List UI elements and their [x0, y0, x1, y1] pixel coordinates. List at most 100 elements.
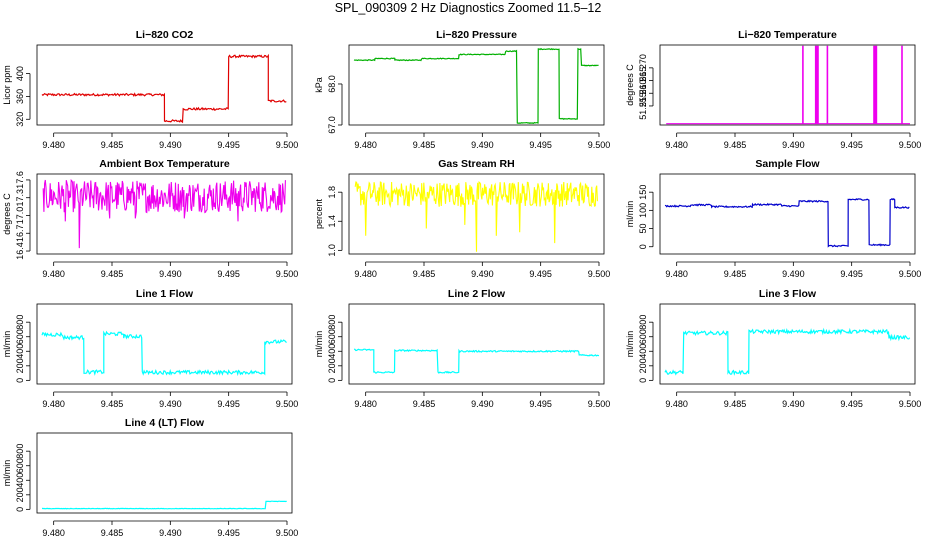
y-axis-label: ml/min — [314, 331, 324, 358]
y-axis-label: ml/min — [2, 460, 12, 487]
x-tick-label: 9.490 — [471, 140, 494, 150]
data-series-line — [42, 179, 286, 249]
data-series-line — [41, 500, 287, 510]
chart-panel-2: Li−820 Pressure 9.480 9.485 9.490 9.495 9.500… — [314, 29, 610, 150]
plot-frame — [659, 173, 916, 255]
chart-panel-8: Line 2 Flow 9.480 9.485 9.490 9.495 9.500 0 200… — [314, 288, 610, 409]
chart-panel-3: Li−820 Temperature 9.480 9.485 9.490 9.495 9.… — [625, 29, 921, 150]
x-tick-label: 9.490 — [471, 399, 494, 409]
y-tick-label: 17.0 — [15, 207, 25, 225]
plot-frame — [36, 303, 293, 385]
y-tick-label: 800 — [638, 315, 648, 330]
y-tick-label: 17.3 — [15, 189, 25, 207]
x-tick-label: 9.500 — [276, 269, 299, 279]
y-tick-label: 67.0 — [327, 116, 337, 134]
x-tick-label: 9.485 — [101, 140, 124, 150]
y-tick-label: 400 — [15, 473, 25, 488]
y-axis-label: degrees C — [625, 64, 635, 106]
chart-title: Li−820 Temperature — [738, 29, 837, 41]
plot-frame — [36, 173, 293, 255]
x-tick-label: 9.485 — [101, 269, 124, 279]
y-axis-label: ml/min — [625, 331, 635, 358]
chart-panel-6: Sample Flow 9.480 9.485 9.490 9.495 9.500 0 50 1… — [625, 158, 921, 279]
x-tick-label: 9.485 — [413, 269, 436, 279]
y-tick-label: 68.0 — [327, 75, 337, 93]
x-tick-label: 9.495 — [529, 399, 552, 409]
x-tick-label: 9.485 — [101, 399, 124, 409]
y-tick-label: 400 — [638, 344, 648, 359]
y-axis-label: ml/min — [625, 201, 635, 228]
y-tick-label: 360 — [15, 89, 25, 104]
chart-title: Line 3 Flow — [759, 288, 817, 300]
y-axis-label: percent — [314, 198, 324, 229]
x-tick-label: 9.480 — [354, 140, 377, 150]
y-tick-label: 150 — [638, 185, 648, 200]
data-series-line — [353, 47, 599, 124]
plot-frame — [348, 173, 605, 255]
x-tick-label: 9.490 — [159, 399, 182, 409]
y-tick-label: 0 — [638, 378, 648, 383]
x-tick-label: 9.495 — [529, 269, 552, 279]
data-series-line — [41, 53, 287, 124]
x-tick-label: 9.500 — [899, 269, 922, 279]
chart-title: Line 4 (LT) Flow — [125, 417, 205, 429]
plot-frame — [659, 303, 916, 385]
x-tick-label: 9.485 — [724, 269, 747, 279]
plot-frame — [348, 44, 605, 126]
x-tick-label: 9.485 — [413, 399, 436, 409]
y-tick-label: 200 — [15, 358, 25, 373]
y-tick-label: 51.260 — [638, 79, 648, 107]
y-tick-label: 0 — [15, 507, 25, 512]
chart-panel-10: Line 4 (LT) Flow 9.480 9.485 9.490 9.495 9.50… — [2, 417, 298, 538]
x-tick-label: 9.500 — [276, 528, 299, 538]
plot-frame — [348, 303, 605, 385]
y-tick-label: 17.6 — [15, 171, 25, 189]
y-axis-label: ml/min — [2, 331, 12, 358]
x-tick-label: 9.485 — [413, 140, 436, 150]
data-series-line — [354, 180, 598, 252]
y-tick-label: 50 — [638, 224, 648, 234]
y-tick-label: 600 — [327, 329, 337, 344]
y-tick-label: 600 — [638, 329, 648, 344]
y-tick-label: 800 — [15, 444, 25, 459]
x-tick-label: 9.495 — [217, 140, 240, 150]
y-tick-label: 200 — [15, 487, 25, 502]
x-tick-label: 9.500 — [276, 399, 299, 409]
x-tick-label: 9.490 — [782, 269, 805, 279]
data-series-line — [664, 327, 911, 376]
chart-title: Li−820 CO2 — [136, 29, 194, 41]
x-tick-label: 9.495 — [840, 140, 863, 150]
x-tick-label: 9.480 — [665, 140, 688, 150]
x-tick-label: 9.480 — [354, 399, 377, 409]
data-series-line — [353, 348, 600, 374]
x-tick-label: 9.500 — [899, 140, 922, 150]
y-tick-label: 16.7 — [15, 224, 25, 242]
x-tick-label: 9.485 — [101, 528, 124, 538]
x-tick-label: 9.490 — [159, 528, 182, 538]
x-tick-label: 9.480 — [354, 269, 377, 279]
chart-panel-9: Line 3 Flow 9.480 9.485 9.490 9.495 9.500 0 200… — [625, 288, 921, 409]
y-tick-label: 0 — [15, 378, 25, 383]
x-tick-label: 9.480 — [665, 399, 688, 409]
chart-title: Line 1 Flow — [136, 288, 194, 300]
x-tick-label: 9.495 — [529, 140, 552, 150]
x-tick-label: 9.490 — [782, 140, 805, 150]
chart-title: Li−820 Pressure — [436, 29, 517, 41]
y-tick-label: 1.4 — [327, 215, 337, 228]
y-axis-label: kPa — [314, 77, 324, 93]
y-tick-label: 800 — [327, 315, 337, 330]
x-tick-label: 9.485 — [724, 399, 747, 409]
y-tick-label: 51.265 — [638, 67, 648, 95]
plot-frame — [36, 44, 293, 126]
y-tick-label: 800 — [15, 315, 25, 330]
x-tick-label: 9.500 — [899, 399, 922, 409]
y-tick-label: 400 — [15, 66, 25, 81]
x-tick-label: 9.480 — [42, 399, 65, 409]
y-tick-label: 600 — [15, 458, 25, 473]
chart-title: Line 2 Flow — [448, 288, 506, 300]
data-series-line — [666, 45, 910, 125]
x-tick-label: 9.480 — [42, 140, 65, 150]
chart-panel-5: Gas Stream RH 9.480 9.485 9.490 9.495 9.500 1.… — [314, 158, 610, 279]
chart-title: Ambient Box Temperature — [99, 158, 230, 170]
